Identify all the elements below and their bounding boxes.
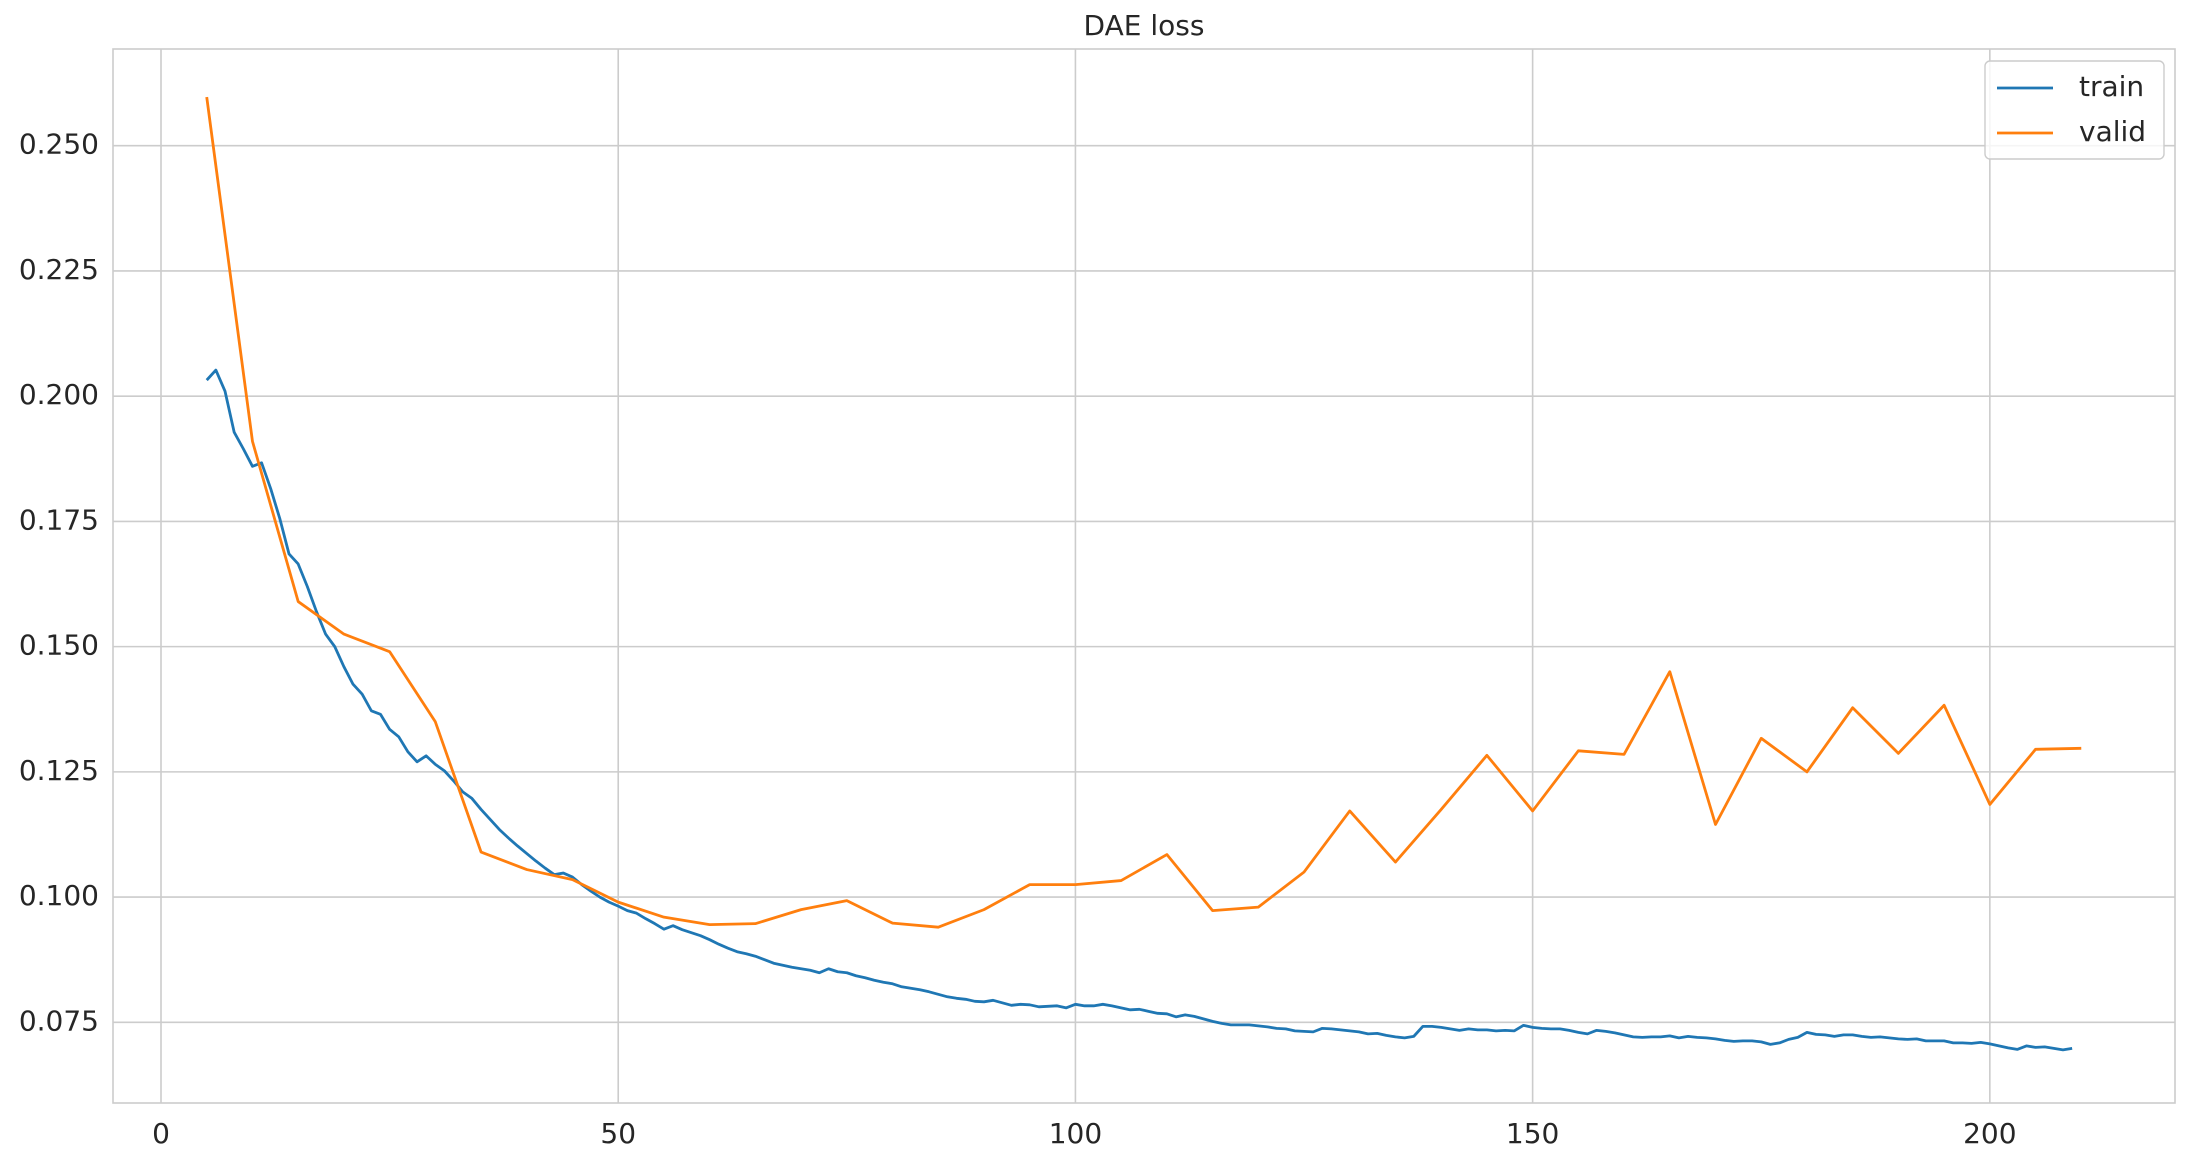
x-tick-label: 200 bbox=[1963, 1117, 2016, 1150]
y-tick-label: 0.200 bbox=[19, 378, 99, 411]
y-tick-label: 0.100 bbox=[19, 879, 99, 912]
legend-label: train bbox=[2079, 70, 2144, 103]
x-tick-label: 100 bbox=[1049, 1117, 1102, 1150]
y-tick-label: 0.125 bbox=[19, 754, 99, 787]
x-tick-label: 0 bbox=[152, 1117, 170, 1150]
legend-box bbox=[1984, 60, 2165, 160]
y-tick-label: 0.225 bbox=[19, 253, 99, 286]
y-tick-label: 0.250 bbox=[19, 128, 99, 161]
y-tick-label: 0.075 bbox=[19, 1004, 99, 1037]
y-tick-label: 0.150 bbox=[19, 629, 99, 662]
chart-title: DAE loss bbox=[1084, 9, 1205, 42]
line-series bbox=[205, 96, 2082, 929]
x-tick-label: 50 bbox=[600, 1117, 636, 1150]
x-tick-label: 150 bbox=[1506, 1117, 1559, 1150]
legend-label: valid bbox=[2079, 115, 2146, 148]
y-tick-label: 0.175 bbox=[19, 503, 99, 536]
line-series bbox=[205, 368, 2073, 1052]
plot-frame bbox=[112, 48, 2176, 1104]
